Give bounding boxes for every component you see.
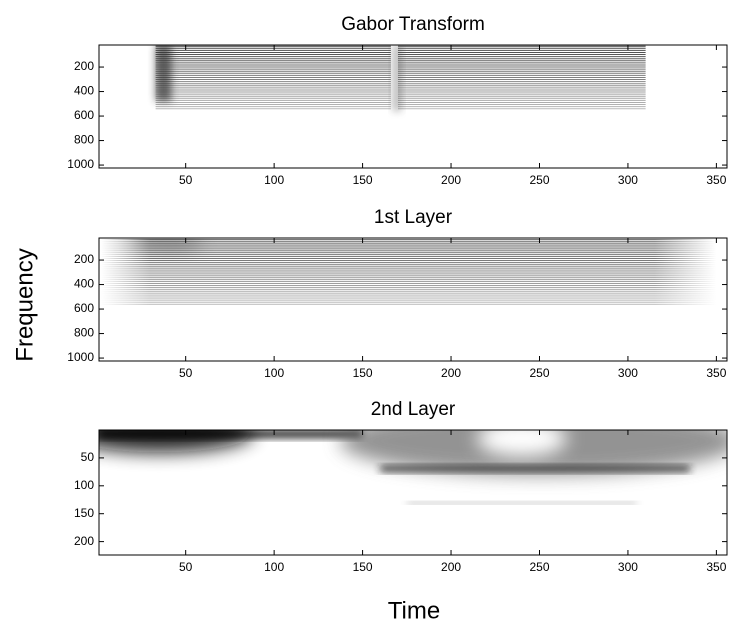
texture [392, 45, 402, 112]
plot-frame [98, 44, 728, 169]
x-tick-label: 300 [618, 173, 638, 187]
texture [100, 276, 717, 278]
texture [100, 293, 717, 295]
texture [100, 249, 717, 251]
panel-title: 1st Layer [374, 207, 453, 228]
texture [133, 238, 203, 252]
y-tick-label: 200 [74, 59, 94, 73]
x-tick-label: 100 [264, 173, 284, 187]
x-tick-label: 350 [706, 560, 726, 574]
x-tick-label: 250 [529, 173, 549, 187]
x-tick-label: 250 [529, 366, 549, 380]
texture [476, 430, 567, 457]
texture [100, 251, 717, 253]
x-tick-label: 350 [706, 366, 726, 380]
x-tick-label: 50 [179, 366, 193, 380]
x-tick-label: 50 [179, 560, 193, 574]
texture [99, 430, 363, 438]
y-tick-label: 200 [74, 534, 94, 548]
texture [100, 239, 717, 241]
x-tick-label: 250 [529, 560, 549, 574]
y-tick-label: 1000 [67, 157, 94, 171]
texture [100, 278, 717, 280]
texture [100, 301, 717, 303]
texture [100, 291, 717, 293]
y-tick-label: 600 [74, 108, 94, 122]
heatmap [155, 45, 646, 112]
plot-frame [98, 429, 728, 556]
x-tick-label: 150 [353, 560, 373, 574]
x-tick-label: 100 [264, 366, 284, 380]
y-tick-label: 200 [74, 252, 94, 266]
x-tick-label: 150 [353, 366, 373, 380]
plot-frame [98, 237, 728, 362]
texture [100, 260, 717, 262]
x-tick-label: 150 [353, 173, 373, 187]
heatmap [100, 238, 717, 305]
texture [155, 45, 172, 102]
texture [100, 289, 717, 291]
texture [100, 245, 717, 247]
texture [406, 501, 637, 504]
x-tick-label: 50 [179, 173, 193, 187]
texture [100, 255, 717, 257]
texture [100, 264, 717, 266]
texture [100, 282, 717, 284]
texture [100, 266, 717, 268]
texture [100, 295, 717, 297]
texture [100, 274, 717, 276]
texture [100, 253, 717, 255]
texture [100, 243, 717, 245]
texture [100, 299, 717, 301]
x-tick-label: 200 [441, 173, 461, 187]
y-tick-label: 100 [74, 478, 94, 492]
x-axis-label: Time [388, 597, 440, 624]
texture [100, 285, 717, 287]
y-tick-label: 400 [74, 84, 94, 98]
y-tick-label: 1000 [67, 350, 94, 364]
y-tick-label: 600 [74, 301, 94, 315]
texture [100, 272, 717, 274]
y-tick-label: 150 [74, 506, 94, 520]
y-axis-label: Frequency [11, 248, 38, 361]
panel-title: Gabor Transform [341, 14, 485, 35]
y-tick-label: 400 [74, 277, 94, 291]
texture [380, 465, 690, 472]
x-tick-label: 100 [264, 560, 284, 574]
texture [100, 268, 717, 270]
texture [100, 270, 717, 272]
x-tick-label: 350 [706, 173, 726, 187]
panel-title: 2nd Layer [371, 399, 456, 420]
x-tick-label: 200 [441, 366, 461, 380]
texture [100, 303, 717, 305]
y-tick-label: 800 [74, 133, 94, 147]
texture [100, 262, 717, 264]
y-tick-label: 800 [74, 326, 94, 340]
heatmap [99, 430, 727, 504]
x-tick-label: 300 [618, 560, 638, 574]
texture [100, 287, 717, 289]
texture [100, 280, 717, 282]
y-tick-label: 50 [81, 450, 95, 464]
texture [100, 257, 717, 259]
x-tick-label: 200 [441, 560, 461, 574]
texture [100, 247, 717, 249]
texture [100, 241, 717, 243]
x-tick-label: 300 [618, 366, 638, 380]
texture [100, 297, 717, 299]
